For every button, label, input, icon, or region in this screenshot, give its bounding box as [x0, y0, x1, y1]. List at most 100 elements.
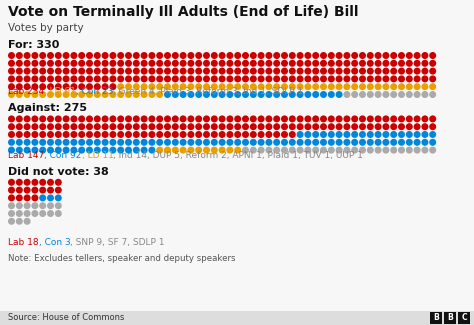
- Circle shape: [219, 147, 226, 154]
- Circle shape: [172, 147, 179, 154]
- Circle shape: [47, 83, 54, 90]
- Circle shape: [109, 131, 117, 138]
- Circle shape: [336, 139, 343, 146]
- Circle shape: [304, 147, 311, 154]
- Circle shape: [257, 68, 264, 75]
- Circle shape: [421, 139, 428, 146]
- Circle shape: [24, 147, 31, 154]
- Circle shape: [398, 60, 405, 67]
- Circle shape: [63, 75, 70, 83]
- Circle shape: [398, 52, 405, 59]
- Circle shape: [265, 123, 273, 130]
- Circle shape: [328, 52, 335, 59]
- Circle shape: [421, 123, 428, 130]
- Circle shape: [343, 91, 350, 98]
- Circle shape: [55, 194, 62, 202]
- Circle shape: [125, 131, 132, 138]
- Circle shape: [312, 52, 319, 59]
- Circle shape: [211, 123, 218, 130]
- Circle shape: [312, 83, 319, 90]
- Circle shape: [312, 147, 319, 154]
- Circle shape: [195, 131, 202, 138]
- Circle shape: [156, 147, 163, 154]
- Bar: [430, 312, 442, 324]
- Circle shape: [234, 139, 241, 146]
- Text: , Con 23: , Con 23: [76, 87, 113, 97]
- Circle shape: [39, 68, 46, 75]
- Circle shape: [16, 147, 23, 154]
- Circle shape: [172, 75, 179, 83]
- Circle shape: [78, 131, 85, 138]
- Circle shape: [164, 131, 171, 138]
- Circle shape: [374, 139, 382, 146]
- Circle shape: [141, 147, 147, 154]
- Circle shape: [257, 147, 264, 154]
- Circle shape: [250, 68, 257, 75]
- Circle shape: [336, 68, 343, 75]
- Circle shape: [71, 115, 77, 123]
- Circle shape: [351, 75, 358, 83]
- Circle shape: [320, 83, 327, 90]
- Circle shape: [250, 123, 257, 130]
- Circle shape: [94, 115, 101, 123]
- Circle shape: [351, 123, 358, 130]
- Circle shape: [297, 91, 304, 98]
- Circle shape: [383, 75, 390, 83]
- Circle shape: [383, 139, 390, 146]
- Circle shape: [265, 115, 273, 123]
- Circle shape: [39, 131, 46, 138]
- Circle shape: [55, 187, 62, 194]
- Circle shape: [211, 131, 218, 138]
- Circle shape: [351, 131, 358, 138]
- Circle shape: [180, 123, 187, 130]
- Circle shape: [55, 91, 62, 98]
- Circle shape: [257, 131, 264, 138]
- Circle shape: [320, 123, 327, 130]
- Circle shape: [383, 115, 390, 123]
- Circle shape: [234, 60, 241, 67]
- Circle shape: [31, 52, 38, 59]
- Circle shape: [141, 91, 147, 98]
- Circle shape: [125, 139, 132, 146]
- Circle shape: [78, 52, 85, 59]
- Circle shape: [390, 68, 397, 75]
- Circle shape: [383, 68, 390, 75]
- Circle shape: [281, 115, 288, 123]
- Circle shape: [55, 179, 62, 186]
- Circle shape: [374, 60, 382, 67]
- Circle shape: [203, 91, 210, 98]
- Circle shape: [101, 139, 109, 146]
- Text: , LD 11: , LD 11: [82, 151, 113, 160]
- Circle shape: [156, 91, 163, 98]
- Circle shape: [172, 91, 179, 98]
- Circle shape: [289, 115, 296, 123]
- Circle shape: [24, 68, 31, 75]
- Circle shape: [109, 60, 117, 67]
- Circle shape: [429, 123, 436, 130]
- Circle shape: [109, 75, 117, 83]
- Circle shape: [257, 123, 264, 130]
- Circle shape: [203, 60, 210, 67]
- Circle shape: [297, 147, 304, 154]
- Circle shape: [133, 91, 140, 98]
- Circle shape: [227, 91, 233, 98]
- Circle shape: [101, 75, 109, 83]
- Circle shape: [359, 123, 366, 130]
- Circle shape: [242, 131, 249, 138]
- Circle shape: [71, 139, 77, 146]
- Circle shape: [273, 91, 280, 98]
- Circle shape: [359, 83, 366, 90]
- Circle shape: [8, 60, 15, 67]
- Circle shape: [187, 147, 194, 154]
- Circle shape: [351, 147, 358, 154]
- Circle shape: [304, 75, 311, 83]
- Circle shape: [31, 91, 38, 98]
- Circle shape: [336, 131, 343, 138]
- Circle shape: [187, 52, 194, 59]
- Circle shape: [24, 131, 31, 138]
- Text: Votes by party: Votes by party: [8, 23, 83, 33]
- Circle shape: [242, 60, 249, 67]
- Circle shape: [78, 123, 85, 130]
- Circle shape: [211, 68, 218, 75]
- Circle shape: [47, 123, 54, 130]
